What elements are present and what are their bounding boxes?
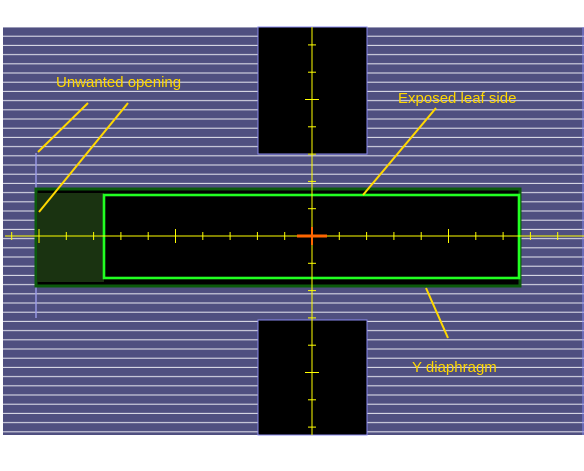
label-unwanted-opening: Unwanted opening bbox=[56, 74, 181, 91]
y-diaphragm-field bbox=[34, 187, 522, 288]
pointer-y-diaphragm bbox=[425, 287, 449, 339]
pointer-exposed-leaf-side bbox=[362, 107, 437, 196]
pointer-unwanted-opening-1 bbox=[37, 102, 89, 153]
unwanted-opening-region bbox=[37, 193, 104, 282]
pointer-unwanted-opening-2 bbox=[38, 102, 129, 213]
label-exposed-leaf-side: Exposed leaf side bbox=[398, 90, 516, 107]
crosshair-ticks bbox=[11, 44, 559, 428]
label-y-diaphragm: Y diaphragm bbox=[412, 359, 497, 376]
